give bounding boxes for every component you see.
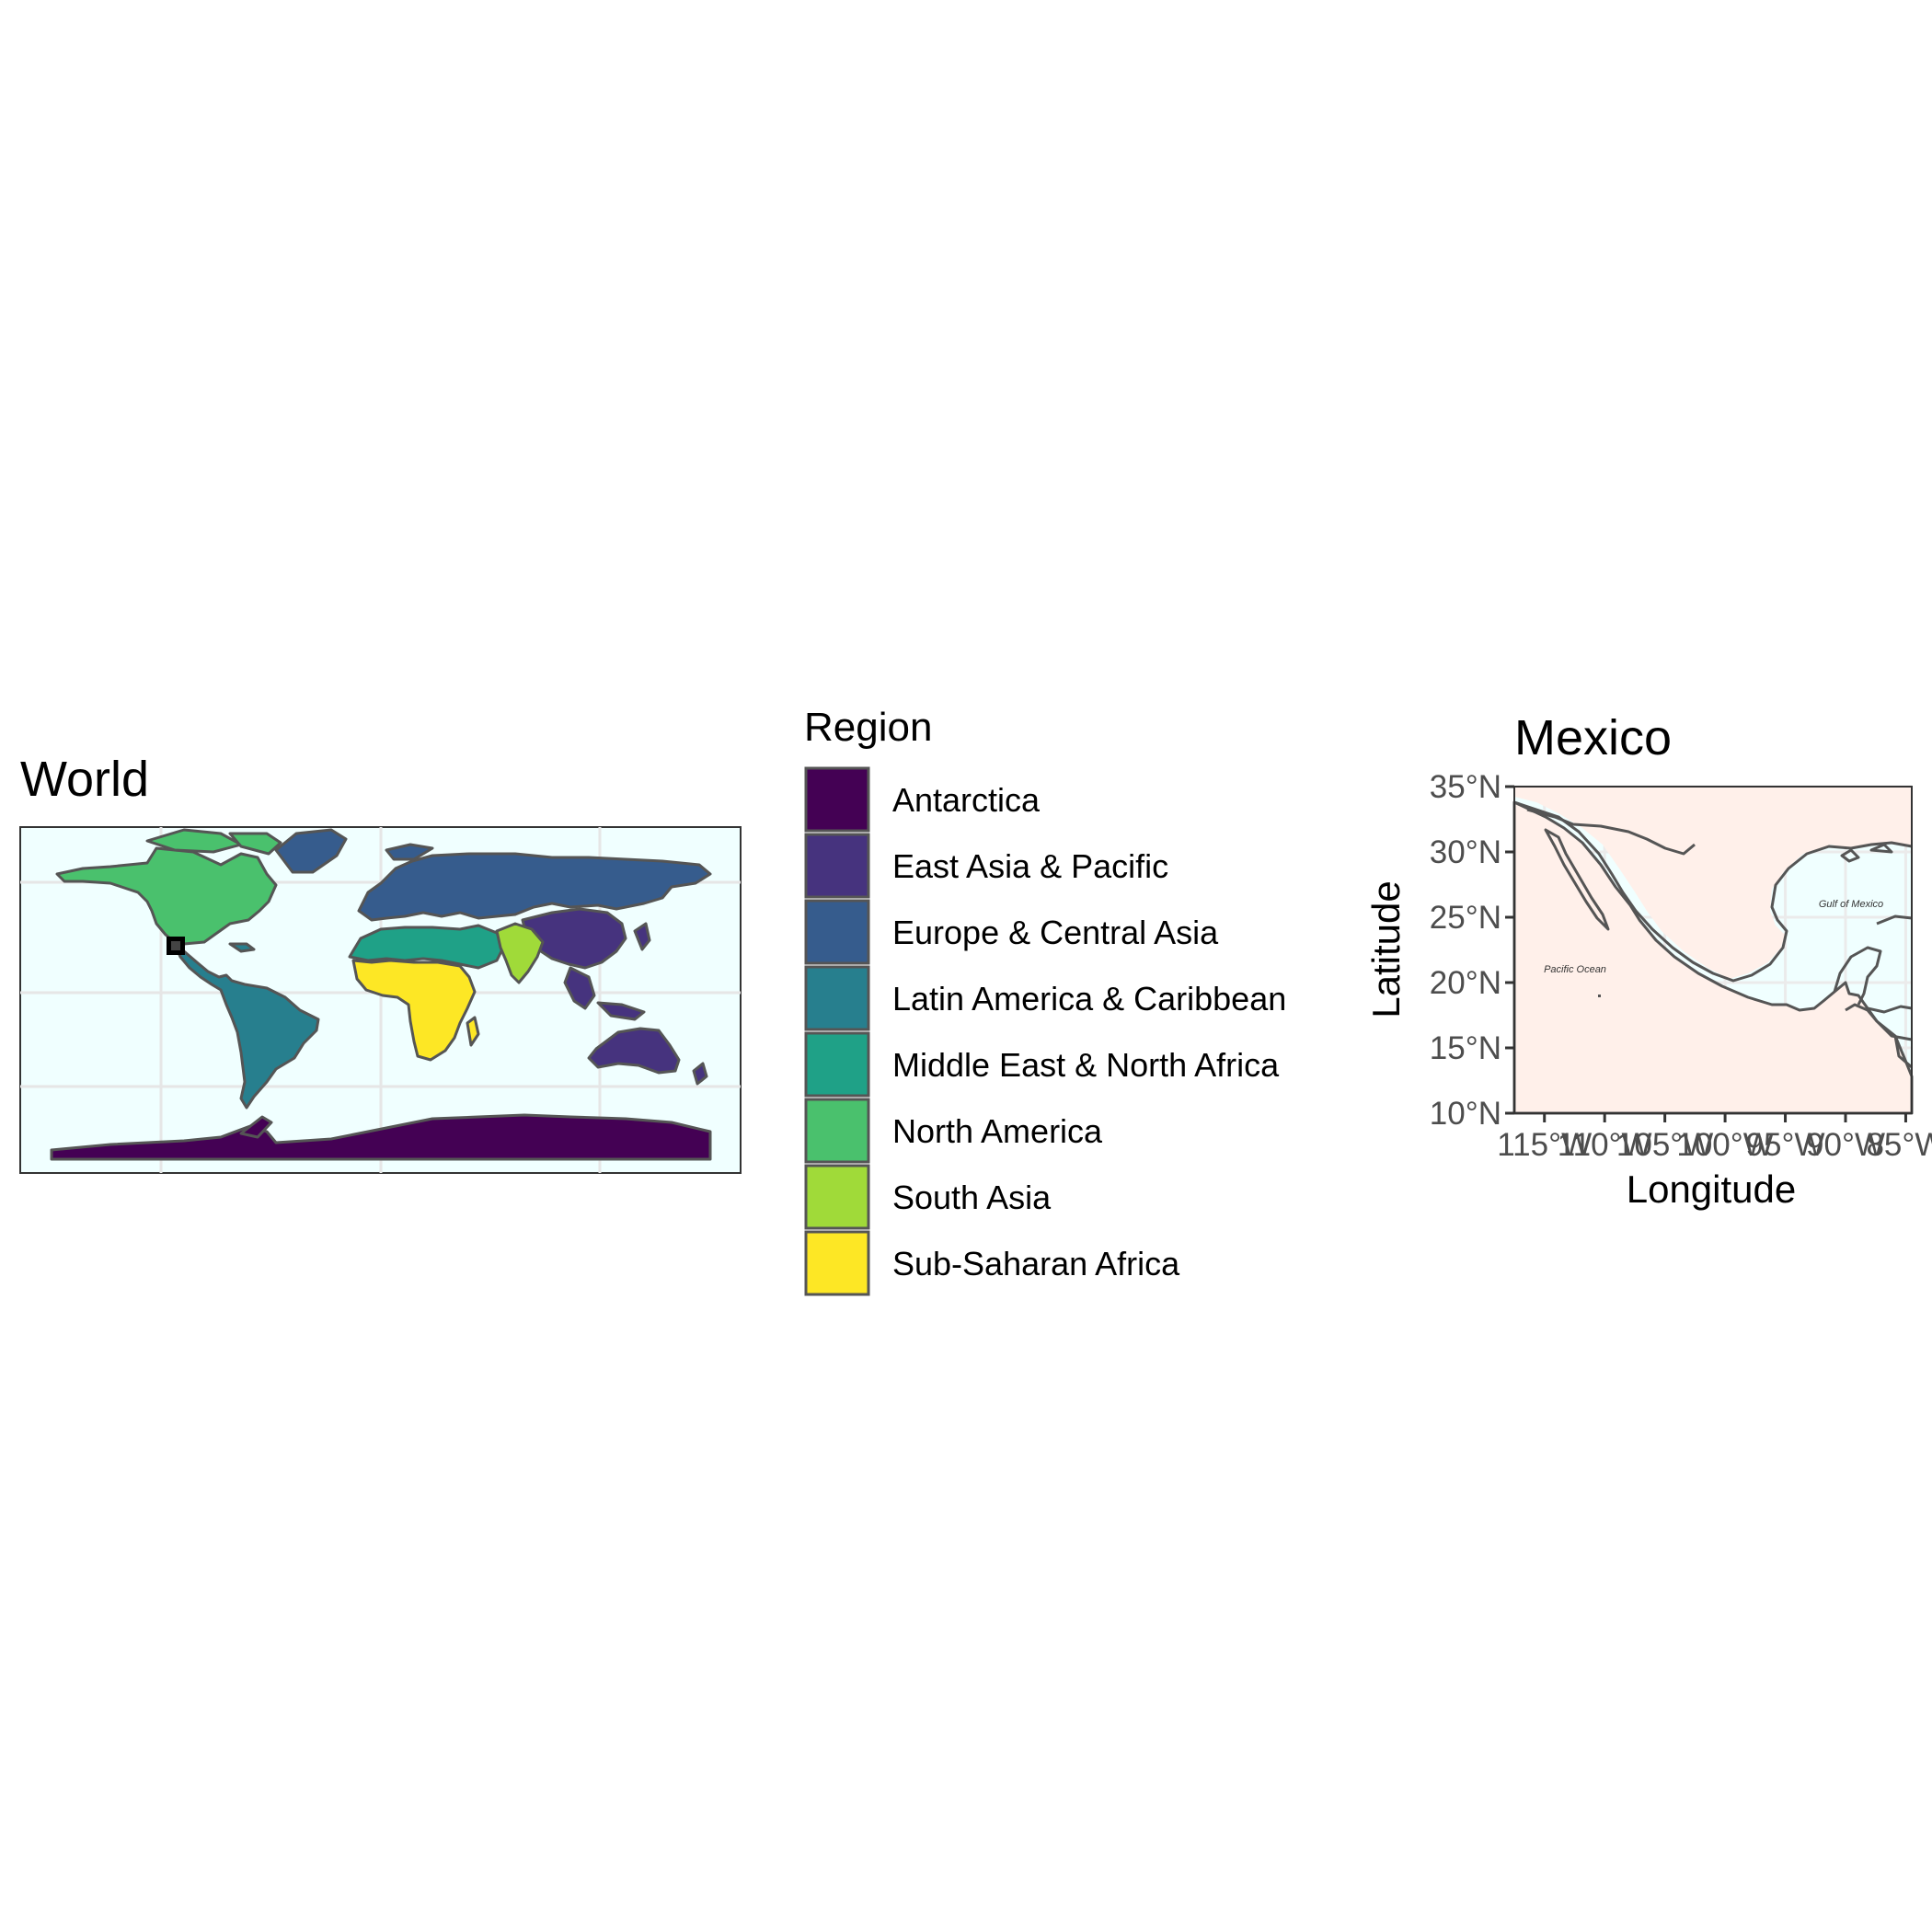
y-axis-title: Latitude bbox=[1364, 880, 1408, 1018]
legend-label: Middle East & North Africa bbox=[892, 1046, 1280, 1084]
region-sub-saharan-africa bbox=[351, 959, 477, 1062]
legend-label: North America bbox=[892, 1112, 1103, 1150]
x-tick-label: 115°W bbox=[1497, 1127, 1592, 1163]
x-tick-label: 100°W bbox=[1676, 1127, 1773, 1163]
world-title: World bbox=[20, 752, 149, 807]
legend-swatch bbox=[804, 1230, 870, 1296]
legend-swatch bbox=[804, 899, 870, 965]
region-europe-central-asia bbox=[357, 852, 712, 922]
mexico-y-axis: 10°N 15°N 20°N 25°N 30°N 35°N bbox=[1430, 769, 1514, 1132]
legend-label: Sub-Saharan Africa bbox=[892, 1245, 1180, 1282]
region-greenland bbox=[274, 828, 348, 874]
legend-swatch bbox=[804, 1164, 870, 1230]
y-tick-label: 30°N bbox=[1430, 834, 1501, 870]
legend-label: Antarctica bbox=[892, 781, 1041, 819]
legend-title: Region bbox=[804, 705, 932, 750]
region-south-asia bbox=[495, 922, 545, 984]
mexico-panel-border bbox=[1513, 786, 1913, 1114]
legend-swatch bbox=[804, 965, 870, 1031]
legend: Antarctica East Asia & Pacific Europe & Ce… bbox=[804, 766, 1286, 1296]
region-australia bbox=[587, 1027, 681, 1075]
legend-swatch bbox=[804, 766, 870, 833]
region-latin-america bbox=[173, 942, 320, 1110]
mexico-title: Mexico bbox=[1514, 710, 1672, 765]
gulf-of-mexico-label: Gulf of Mexico bbox=[1819, 899, 1883, 910]
legend-swatch bbox=[804, 1098, 870, 1164]
y-tick-label: 35°N bbox=[1430, 769, 1501, 805]
pacific-ocean-label: Pacific Ocean bbox=[1544, 964, 1606, 975]
legend-swatch bbox=[804, 833, 870, 899]
mexico-map: Gulf of Mexico Pacific Ocean bbox=[1512, 785, 1914, 1115]
world-map bbox=[19, 826, 742, 1174]
y-tick-label: 15°N bbox=[1430, 1030, 1501, 1066]
legend-label: South Asia bbox=[892, 1179, 1052, 1216]
legend-label: Europe & Central Asia bbox=[892, 914, 1219, 951]
y-tick-label: 10°N bbox=[1430, 1096, 1501, 1132]
region-antarctica bbox=[50, 1113, 712, 1161]
x-axis-title: Longitude bbox=[1627, 1167, 1797, 1211]
y-tick-label: 20°N bbox=[1430, 965, 1501, 1001]
x-tick-label: 90°W bbox=[1806, 1127, 1885, 1163]
x-tick-label: 110°W bbox=[1558, 1127, 1652, 1163]
legend-swatch bbox=[804, 1031, 870, 1098]
y-tick-label: 25°N bbox=[1430, 900, 1501, 936]
x-tick-label: 85°W bbox=[1866, 1127, 1932, 1163]
x-tick-label: 95°W bbox=[1746, 1127, 1825, 1163]
x-tick-label: 105°W bbox=[1616, 1127, 1713, 1163]
legend-label: Latin America & Caribbean bbox=[892, 980, 1286, 1018]
legend-label: East Asia & Pacific bbox=[892, 847, 1168, 885]
